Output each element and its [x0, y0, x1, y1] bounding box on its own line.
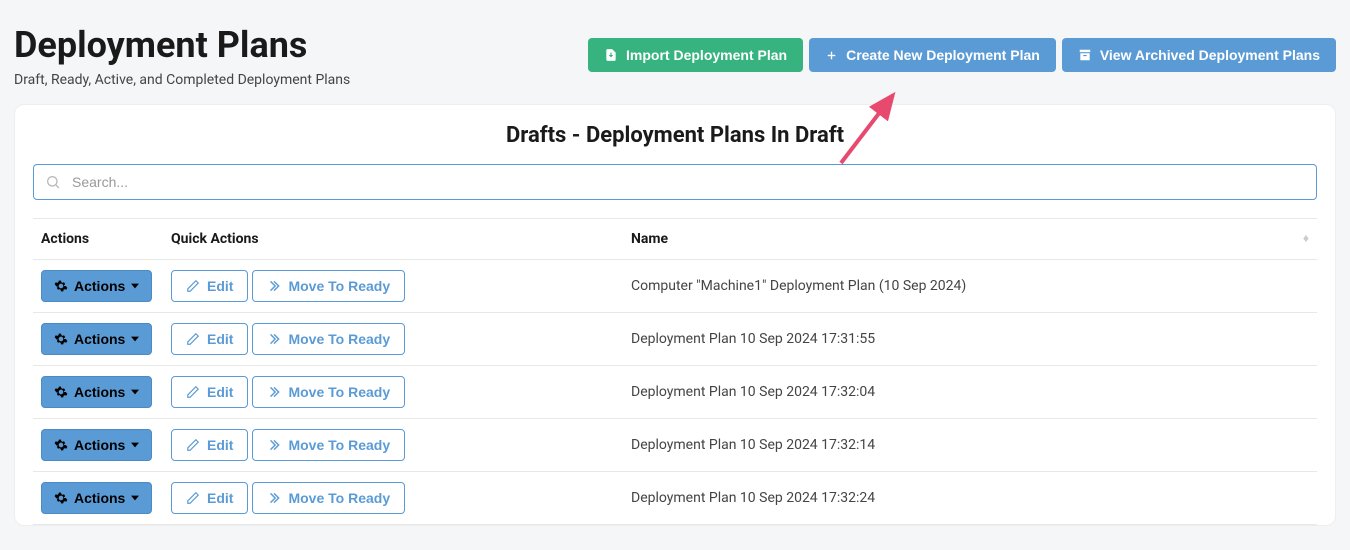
- edit-button[interactable]: Edit: [171, 429, 248, 461]
- double-chevron-right-icon: [267, 438, 281, 452]
- edit-icon: [186, 491, 200, 505]
- actions-dropdown-button[interactable]: Actions: [41, 376, 152, 408]
- drafts-card: Drafts - Deployment Plans In Draft Actio…: [14, 104, 1336, 526]
- actions-dropdown-button[interactable]: Actions: [41, 482, 152, 514]
- view-archived-button[interactable]: View Archived Deployment Plans: [1062, 38, 1336, 72]
- archive-icon: [1078, 48, 1092, 62]
- column-header-actions: Actions: [33, 219, 163, 260]
- archived-button-label: View Archived Deployment Plans: [1100, 47, 1320, 63]
- double-chevron-right-icon: [267, 491, 281, 505]
- table-row: Actions EditMove To Ready Deployment Plan …: [33, 366, 1317, 419]
- header-button-group: Import Deployment Plan Create New Deploy…: [588, 38, 1336, 72]
- sort-icon: ♦: [1303, 231, 1309, 245]
- import-button-label: Import Deployment Plan: [626, 47, 787, 63]
- gear-icon: [54, 279, 68, 293]
- edit-button[interactable]: Edit: [171, 482, 248, 514]
- actions-dropdown-button[interactable]: Actions: [41, 270, 152, 302]
- gear-icon: [54, 438, 68, 452]
- table-row: Actions EditMove To Ready Deployment Plan …: [33, 472, 1317, 525]
- column-header-name[interactable]: Name ♦: [623, 219, 1317, 260]
- search-wrapper: [33, 164, 1317, 200]
- plan-name-cell: Deployment Plan 10 Sep 2024 17:32:04: [623, 366, 1317, 419]
- table-row: Actions EditMove To Ready Deployment Plan …: [33, 419, 1317, 472]
- actions-dropdown-button[interactable]: Actions: [41, 429, 152, 461]
- plus-icon: [825, 49, 838, 62]
- caret-down-icon: [131, 282, 139, 290]
- import-deployment-plan-button[interactable]: Import Deployment Plan: [588, 38, 803, 72]
- caret-down-icon: [131, 494, 139, 502]
- edit-icon: [186, 332, 200, 346]
- caret-down-icon: [131, 441, 139, 449]
- plan-name-cell: Deployment Plan 10 Sep 2024 17:32:24: [623, 472, 1317, 525]
- create-button-label: Create New Deployment Plan: [846, 47, 1040, 63]
- deployment-plans-table: Actions Quick Actions Name ♦ ActionsEdit…: [33, 218, 1317, 525]
- edit-button[interactable]: Edit: [171, 270, 248, 302]
- double-chevron-right-icon: [267, 332, 281, 346]
- move-to-ready-button[interactable]: Move To Ready: [252, 376, 405, 408]
- edit-icon: [186, 279, 200, 293]
- edit-icon: [186, 438, 200, 452]
- edit-button[interactable]: Edit: [171, 323, 248, 355]
- move-to-ready-button[interactable]: Move To Ready: [252, 429, 405, 461]
- plan-name-cell: Deployment Plan 10 Sep 2024 17:32:14: [623, 419, 1317, 472]
- move-to-ready-button[interactable]: Move To Ready: [252, 323, 405, 355]
- create-new-deployment-plan-button[interactable]: Create New Deployment Plan: [809, 38, 1056, 72]
- gear-icon: [54, 491, 68, 505]
- search-input[interactable]: [33, 164, 1317, 200]
- edit-icon: [186, 385, 200, 399]
- double-chevron-right-icon: [267, 385, 281, 399]
- gear-icon: [54, 385, 68, 399]
- plan-name-cell: Computer "Machine1" Deployment Plan (10 …: [623, 260, 1317, 313]
- caret-down-icon: [131, 388, 139, 396]
- edit-button[interactable]: Edit: [171, 376, 248, 408]
- file-import-icon: [604, 48, 618, 62]
- double-chevron-right-icon: [267, 279, 281, 293]
- plan-name-cell: Deployment Plan 10 Sep 2024 17:31:55: [623, 313, 1317, 366]
- move-to-ready-button[interactable]: Move To Ready: [252, 482, 405, 514]
- card-title: Drafts - Deployment Plans In Draft: [33, 123, 1317, 148]
- column-name-label: Name: [631, 231, 668, 247]
- page-title: Deployment Plans: [14, 24, 350, 66]
- move-to-ready-button[interactable]: Move To Ready: [252, 270, 405, 302]
- actions-dropdown-button[interactable]: Actions: [41, 323, 152, 355]
- column-header-quick-actions: Quick Actions: [163, 219, 623, 260]
- search-icon: [45, 174, 61, 190]
- gear-icon: [54, 332, 68, 346]
- page-subtitle: Draft, Ready, Active, and Completed Depl…: [14, 72, 350, 88]
- table-row: Actions EditMove To Ready Computer "Machin…: [33, 260, 1317, 313]
- caret-down-icon: [131, 335, 139, 343]
- table-row: Actions EditMove To Ready Deployment Plan …: [33, 313, 1317, 366]
